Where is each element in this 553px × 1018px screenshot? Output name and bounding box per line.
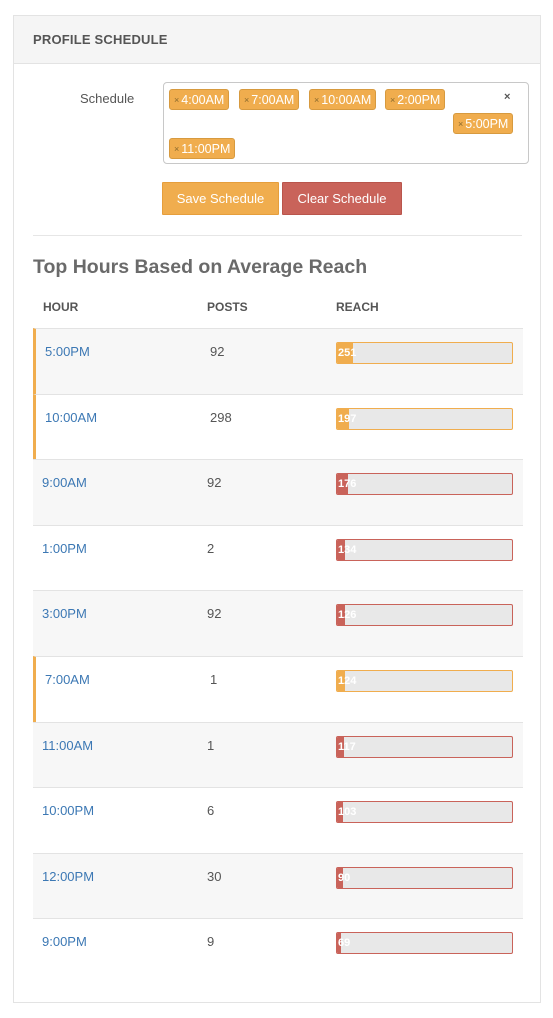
- reach-bar: 90: [336, 866, 513, 889]
- hour-link[interactable]: 12:00PM: [42, 868, 95, 884]
- schedule-tag-label: 7:00AM: [251, 92, 295, 107]
- hour-link[interactable]: 9:00AM: [42, 475, 87, 491]
- hour-link[interactable]: 9:00PM: [42, 934, 87, 950]
- posts-count: 92: [207, 606, 222, 622]
- reach-bar-fill: [337, 867, 343, 888]
- schedule-tag-label: 2:00PM: [397, 92, 441, 107]
- schedule-tag[interactable]: × 4:00AM: [169, 89, 230, 110]
- reach-value: 117: [338, 740, 356, 753]
- schedule-tag[interactable]: × 7:00AM: [239, 89, 300, 110]
- save-schedule-button[interactable]: Save Schedule: [162, 182, 279, 215]
- reach-value: 134: [338, 543, 357, 556]
- column-header-hour: HOUR: [43, 300, 79, 314]
- table-row: 10:00AM 298 197: [33, 393, 523, 460]
- reach-bar: 124: [336, 669, 513, 692]
- reach-bar-fill: [337, 343, 353, 363]
- schedule-tag[interactable]: × 11:00PM: [169, 138, 236, 159]
- posts-count: 92: [210, 344, 225, 359]
- table-row: 12:00PM 30 90: [33, 852, 523, 919]
- table-row: 5:00PM 92 251: [33, 328, 523, 394]
- posts-count: 9: [207, 934, 215, 950]
- schedule-tag-label: 11:00PM: [181, 141, 231, 156]
- posts-count: 6: [207, 803, 215, 819]
- remove-tag-icon[interactable]: ×: [458, 118, 464, 129]
- panel-title: PROFILE SCHEDULE: [33, 32, 168, 47]
- schedule-tag[interactable]: × 5:00PM: [453, 113, 514, 134]
- reach-value: 251: [338, 347, 357, 359]
- top-hours-title: Top Hours Based on Average Reach: [33, 256, 368, 278]
- posts-count: 2: [207, 540, 215, 556]
- table-row: 9:00PM 9 69: [33, 918, 523, 984]
- reach-bar-fill: [337, 670, 345, 691]
- table-row: 3:00PM 92 126: [33, 590, 523, 656]
- reach-value: 124: [338, 674, 357, 687]
- posts-count: 1: [207, 737, 215, 753]
- posts-count: 298: [210, 409, 232, 425]
- reach-bar-fill: [337, 408, 350, 429]
- posts-count: 1: [210, 671, 218, 687]
- reach-bar: 134: [336, 538, 513, 561]
- hour-link[interactable]: 5:00PM: [45, 344, 90, 359]
- schedule-tag[interactable]: × 10:00AM: [309, 89, 377, 110]
- schedule-label: Schedule: [80, 91, 135, 106]
- reach-bar-fill: [337, 605, 345, 626]
- clear-all-icon[interactable]: ×: [504, 91, 511, 103]
- reach-bar: 126: [336, 604, 513, 627]
- reach-bar: 117: [336, 735, 513, 758]
- reach-bar: 103: [336, 801, 513, 824]
- schedule-tag-label: 5:00PM: [465, 116, 509, 131]
- schedule-tag-label: 10:00AM: [321, 92, 372, 107]
- reach-bar-fill: [337, 736, 345, 757]
- panel-header: PROFILE SCHEDULE: [14, 16, 540, 64]
- hour-link[interactable]: 7:00AM: [45, 671, 90, 687]
- reach-value: 103: [338, 806, 357, 819]
- column-header-posts: POSTS: [207, 300, 248, 314]
- reach-bar: 176: [336, 473, 513, 496]
- reach-value: 69: [338, 937, 351, 950]
- schedule-tag[interactable]: × 2:00PM: [385, 89, 446, 110]
- posts-count: 30: [207, 868, 222, 884]
- hour-link[interactable]: 10:00AM: [45, 409, 98, 425]
- reach-value: 197: [338, 412, 357, 425]
- hour-link[interactable]: 1:00PM: [42, 540, 87, 556]
- table-row: 10:00PM 6 103: [33, 787, 523, 853]
- table-row: 9:00AM 92 176: [33, 459, 523, 525]
- remove-tag-icon[interactable]: ×: [244, 94, 250, 105]
- reach-value: 176: [338, 478, 357, 491]
- reach-bar: 197: [336, 407, 513, 430]
- remove-tag-icon[interactable]: ×: [390, 94, 396, 105]
- reach-bar-fill: [337, 474, 349, 495]
- remove-tag-icon[interactable]: ×: [314, 94, 320, 105]
- reach-bar-fill: [337, 539, 346, 560]
- reach-bar-fill: [337, 802, 344, 823]
- table-row: 7:00AM 1 124: [33, 655, 523, 722]
- schedule-multiselect[interactable]: × 4:00AM × 7:00AM × 10:00AM × 2:00PM × ×…: [163, 82, 529, 164]
- profile-schedule-panel: PROFILE SCHEDULE Schedule × 4:00AM × 7:0…: [13, 15, 541, 1003]
- reach-bar: 69: [336, 932, 513, 955]
- top-hours-table: 5:00PM 92 251 10:00AM 298 197 9:00AM 92 176 1:00P…: [33, 328, 523, 984]
- hour-link[interactable]: 10:00PM: [42, 803, 95, 819]
- remove-tag-icon[interactable]: ×: [174, 143, 180, 154]
- schedule-tag-label: 4:00AM: [181, 92, 225, 107]
- reach-bar-fill: [337, 933, 342, 954]
- posts-count: 92: [207, 475, 222, 491]
- reach-bar: 251: [336, 342, 513, 364]
- divider: [33, 235, 522, 236]
- table-row: 1:00PM 2 134: [33, 524, 523, 591]
- remove-tag-icon[interactable]: ×: [174, 94, 180, 105]
- reach-value: 126: [338, 609, 357, 622]
- reach-value: 90: [338, 871, 351, 884]
- table-row: 11:00AM 1 117: [33, 721, 523, 788]
- clear-schedule-button[interactable]: Clear Schedule: [282, 182, 402, 215]
- hour-link[interactable]: 3:00PM: [42, 606, 87, 622]
- hour-link[interactable]: 11:00AM: [42, 737, 94, 753]
- column-header-reach: REACH: [336, 300, 379, 314]
